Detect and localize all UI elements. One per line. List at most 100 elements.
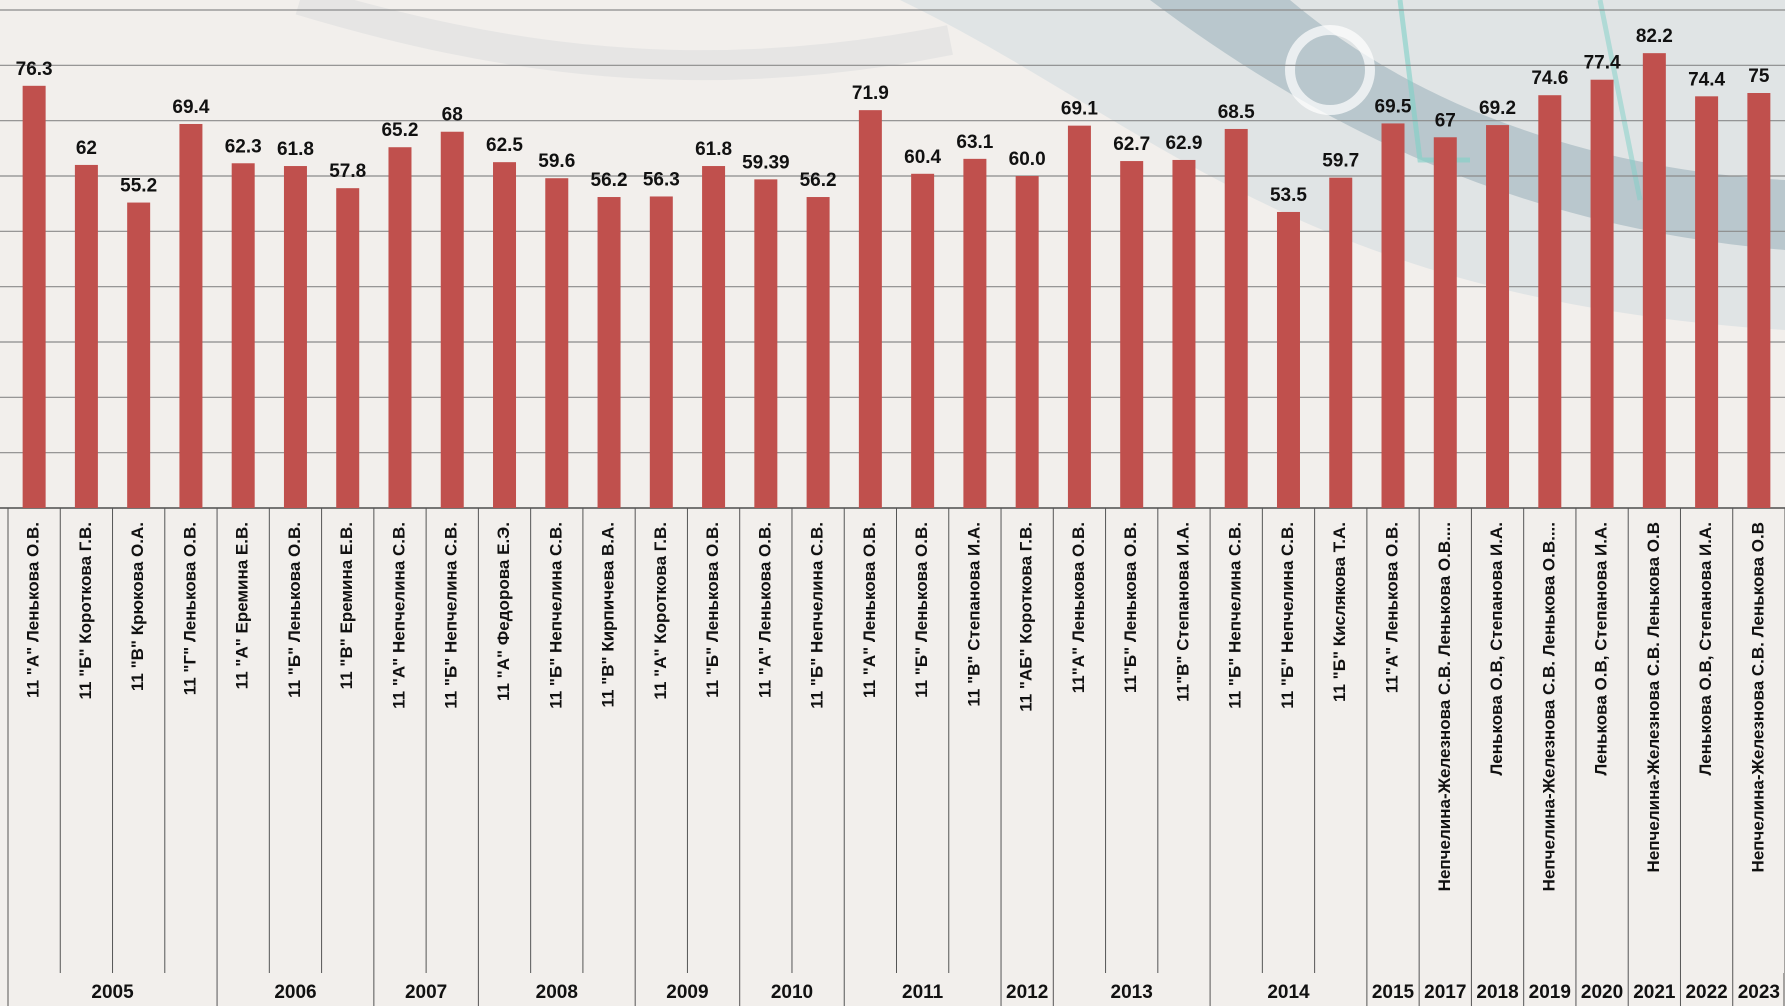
x-tick-label: 11 "Б" Ленькова О.В. xyxy=(285,522,304,698)
x-tick-label: Ленькова О.В, Степанова И.А. xyxy=(1487,522,1506,776)
bar xyxy=(179,123,203,508)
group-label: 2007 xyxy=(405,982,447,1003)
bar xyxy=(702,166,726,509)
bar xyxy=(1067,125,1091,508)
group-label: 2013 xyxy=(1111,982,1153,1003)
bar xyxy=(911,173,935,508)
bar xyxy=(388,147,412,508)
data-label: 63.1 xyxy=(956,132,993,153)
x-tick-label: 11 "Б" Ленькова О.В. xyxy=(703,522,722,698)
x-tick-label: 11 "А" Непчелина С.В. xyxy=(389,522,408,709)
bar xyxy=(806,197,830,508)
bar xyxy=(963,158,987,508)
group-label: 2018 xyxy=(1476,982,1518,1003)
data-label: 65.2 xyxy=(381,120,418,141)
data-label: 77.4 xyxy=(1584,53,1621,74)
group-label: 2006 xyxy=(274,982,316,1003)
bar xyxy=(440,131,464,508)
x-tick-label: 11"В" Степанова И.А. xyxy=(1173,522,1192,702)
data-label: 71.9 xyxy=(852,83,889,104)
x-tick-label: 11 "АБ" Короткова Г.В. xyxy=(1017,522,1036,712)
data-label: 61.8 xyxy=(277,139,314,160)
bar xyxy=(1276,211,1300,508)
data-label: 82.2 xyxy=(1636,26,1673,47)
x-tick-label: Непчелина-Железнова С.В. Ленькова О.В xyxy=(1748,522,1767,872)
x-tick-label: 11 "В" Степанова И.А. xyxy=(964,522,983,707)
bar xyxy=(858,110,882,509)
bar xyxy=(1747,93,1771,508)
data-label: 59.39 xyxy=(742,152,790,173)
data-label: 74.4 xyxy=(1688,69,1725,90)
x-tick-label: 11 "В" Кирпичева В.А. xyxy=(599,522,618,707)
x-tick-label: Непчелина-Железнова С.В. Ленькова О.В xyxy=(1644,522,1663,872)
data-label: 53.5 xyxy=(1270,185,1307,206)
group-label: 2005 xyxy=(91,982,134,1003)
group-label: 2015 xyxy=(1372,982,1415,1003)
bar xyxy=(1120,161,1144,508)
x-tick-label: 11 "А" Ленькова О.В. xyxy=(860,522,879,698)
bar xyxy=(1486,125,1510,509)
x-tick-label: 11 "Б" Непчелина С.В. xyxy=(546,522,565,709)
data-label: 59.6 xyxy=(538,151,575,172)
x-tick-label: Ленькова О.В, Степанова И.А. xyxy=(1696,522,1715,776)
data-label: 55.2 xyxy=(120,176,157,197)
bar xyxy=(1329,177,1353,508)
bar xyxy=(1695,96,1719,508)
bar xyxy=(597,197,621,508)
group-label: 2021 xyxy=(1633,982,1676,1003)
group-label: 2008 xyxy=(536,982,578,1003)
group-label: 2020 xyxy=(1581,982,1623,1003)
bar xyxy=(545,178,569,509)
bar xyxy=(336,188,360,508)
x-tick-label: 11 "Б" Непчелина С.В. xyxy=(442,522,461,709)
bar xyxy=(127,202,151,508)
x-tick-label: 11 "Б" Непчелина С.В. xyxy=(1226,522,1245,709)
bar xyxy=(649,196,673,508)
bar xyxy=(1224,128,1248,508)
x-tick-label: Непчелина-Железнова С.В. Ленькова О.В...… xyxy=(1539,522,1558,891)
bar xyxy=(1381,123,1405,508)
data-label: 76.3 xyxy=(16,59,53,80)
data-label: 62.5 xyxy=(486,135,523,156)
bar xyxy=(231,163,255,509)
data-label: 62.3 xyxy=(225,136,262,157)
bar xyxy=(754,179,778,508)
data-label: 75 xyxy=(1748,66,1770,87)
data-label: 61.8 xyxy=(695,139,732,160)
x-tick-label: 11 "В" Крюкова О.А. xyxy=(128,522,147,691)
data-label: 69.4 xyxy=(172,97,209,118)
group-label: 2017 xyxy=(1424,982,1466,1003)
x-tick-label: 11 "А" Федорова Е.Э. xyxy=(494,522,513,701)
group-label: 2011 xyxy=(902,982,944,1003)
x-tick-label: 11 "Г" Ленькова О.В. xyxy=(180,522,199,695)
group-label: 2012 xyxy=(1006,982,1048,1003)
x-tick-label: 11"А" Ленькова О.В. xyxy=(1069,522,1088,693)
data-label: 62 xyxy=(76,138,97,159)
data-label: 68.5 xyxy=(1218,102,1255,123)
x-tick-label: 11 "Б" Короткова Г.В. xyxy=(76,522,95,700)
x-tick-label: 11 "Б" Непчелина С.В. xyxy=(808,522,827,709)
data-label: 56.3 xyxy=(643,169,680,190)
bar xyxy=(1172,159,1196,508)
x-tick-label: 11 "В" Еремина Е.В. xyxy=(337,522,356,689)
data-label: 69.5 xyxy=(1375,96,1412,117)
data-label: 57.8 xyxy=(329,161,366,182)
x-tick-label: 11 "А" Еремина Е.В. xyxy=(233,522,252,689)
x-tick-label: 11 "А" Ленькова О.В. xyxy=(24,522,43,698)
data-label: 68 xyxy=(442,105,463,126)
group-label: 2014 xyxy=(1267,982,1310,1003)
data-label: 74.6 xyxy=(1531,68,1568,89)
x-tick-label: Непчелина-Железнова С.В. Ленькова О.В...… xyxy=(1435,522,1454,891)
bar xyxy=(22,85,46,508)
group-label: 2023 xyxy=(1738,982,1780,1003)
group-label: 2022 xyxy=(1685,982,1727,1003)
group-label: 2019 xyxy=(1529,982,1571,1003)
x-tick-label: 11 "А" Короткова Г.В. xyxy=(651,522,670,700)
bar xyxy=(1538,95,1562,509)
data-label: 62.9 xyxy=(1165,133,1202,154)
bar xyxy=(1642,53,1666,508)
data-label: 60.4 xyxy=(904,147,941,168)
